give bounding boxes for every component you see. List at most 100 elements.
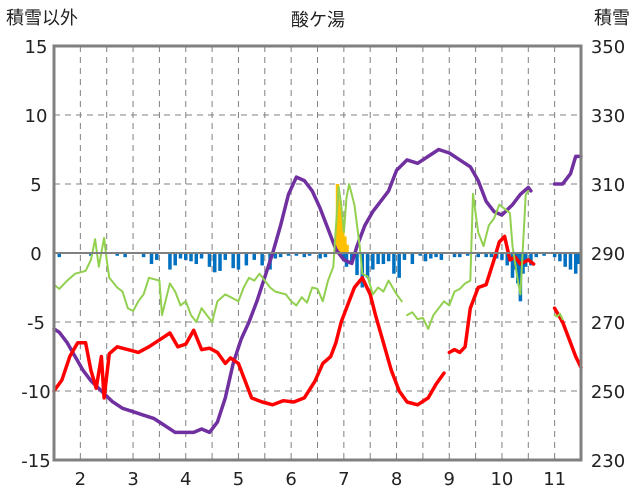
grid — [54, 46, 581, 460]
chart-title: 酸ケ湯 — [291, 10, 345, 31]
bar — [323, 253, 328, 258]
bar — [489, 253, 494, 258]
bar — [458, 253, 462, 258]
bar — [465, 253, 470, 256]
y-right-tick-label: 270 — [591, 313, 625, 334]
bar — [365, 253, 370, 278]
series-line — [53, 183, 403, 323]
bar — [178, 253, 183, 259]
bar — [510, 253, 515, 278]
bar — [381, 253, 386, 265]
y-left-tick-label: 0 — [30, 244, 41, 265]
bar — [273, 253, 278, 259]
x-tick-label: 3 — [127, 469, 138, 490]
bar — [392, 253, 396, 274]
bar — [149, 253, 154, 265]
bar — [123, 253, 127, 258]
y-right-tick-label: 350 — [591, 37, 625, 58]
bar — [223, 253, 228, 260]
bar — [218, 253, 222, 271]
x-tick-label: 9 — [444, 469, 455, 490]
y-left-tick-label: -15 — [21, 451, 50, 472]
bar — [338, 200, 342, 253]
bar — [155, 253, 159, 260]
series-line — [406, 189, 530, 330]
tick-labels: 15 10 5 0 -5 -10 -15 350 330 310 290 270 250 230 2 3 4 5 6… — [21, 37, 625, 490]
bar — [452, 253, 457, 258]
y-left-tick-label: -10 — [21, 382, 50, 403]
bar — [418, 253, 423, 256]
bar — [343, 236, 347, 253]
plot-frame — [52, 44, 583, 462]
lines — [52, 147, 583, 435]
bar — [500, 253, 504, 260]
y-right-tick-label: 230 — [591, 451, 625, 472]
bar — [318, 253, 322, 259]
bar — [434, 253, 438, 258]
bar — [260, 253, 264, 266]
bar — [141, 253, 146, 258]
bar — [115, 253, 119, 256]
bar — [345, 244, 349, 253]
bar — [439, 253, 444, 260]
y-right-tick-label: 290 — [591, 244, 625, 265]
series-line — [52, 147, 533, 435]
bar — [252, 253, 257, 260]
bar — [534, 253, 538, 258]
x-tick-label: 11 — [543, 469, 566, 490]
bar — [278, 253, 283, 258]
bar — [563, 253, 567, 267]
bar — [552, 253, 557, 258]
x-tick-label: 6 — [285, 469, 296, 490]
bar — [423, 253, 428, 262]
bar — [168, 253, 172, 270]
bar — [410, 253, 415, 265]
bar — [402, 253, 407, 260]
bar — [335, 184, 340, 253]
bar — [341, 222, 345, 253]
bar — [173, 253, 177, 266]
bar — [516, 253, 520, 284]
x-tick-label: 2 — [75, 469, 86, 490]
bar — [199, 253, 204, 259]
y-right-tick-label: 330 — [591, 106, 625, 127]
bar — [542, 253, 546, 256]
bar — [207, 253, 212, 267]
bar — [302, 253, 307, 258]
bar — [89, 253, 93, 256]
bar — [484, 253, 488, 258]
bar — [576, 253, 581, 265]
bar — [505, 253, 509, 266]
bar — [231, 253, 235, 269]
bar — [355, 253, 359, 276]
bar — [558, 253, 562, 262]
y-left-tick-label: 10 — [25, 106, 48, 127]
series-line — [553, 312, 564, 321]
bar — [476, 253, 480, 258]
series-line — [552, 154, 583, 186]
bar — [184, 253, 188, 260]
bar — [397, 253, 401, 278]
y-left-tick-label: -5 — [27, 313, 45, 334]
x-tick-label: 8 — [391, 469, 402, 490]
y-left-tick-label: 15 — [25, 37, 48, 58]
x-tick-label: 5 — [233, 469, 244, 490]
bar — [371, 253, 375, 270]
bar — [294, 253, 299, 256]
bar — [57, 253, 62, 258]
plot-border — [52, 44, 583, 462]
bars — [57, 184, 581, 302]
series-line — [52, 276, 446, 407]
bar — [212, 253, 217, 273]
bar — [429, 253, 433, 259]
y-left-tick-label: 5 — [30, 175, 41, 196]
right-axis-label: 積雪 — [594, 8, 630, 29]
y-right-tick-label: 310 — [591, 175, 625, 196]
series-line — [552, 306, 583, 370]
series-line — [447, 234, 536, 355]
bar — [386, 253, 391, 262]
y-right-tick-label: 250 — [591, 382, 625, 403]
bar — [244, 253, 249, 266]
bar — [194, 253, 199, 265]
